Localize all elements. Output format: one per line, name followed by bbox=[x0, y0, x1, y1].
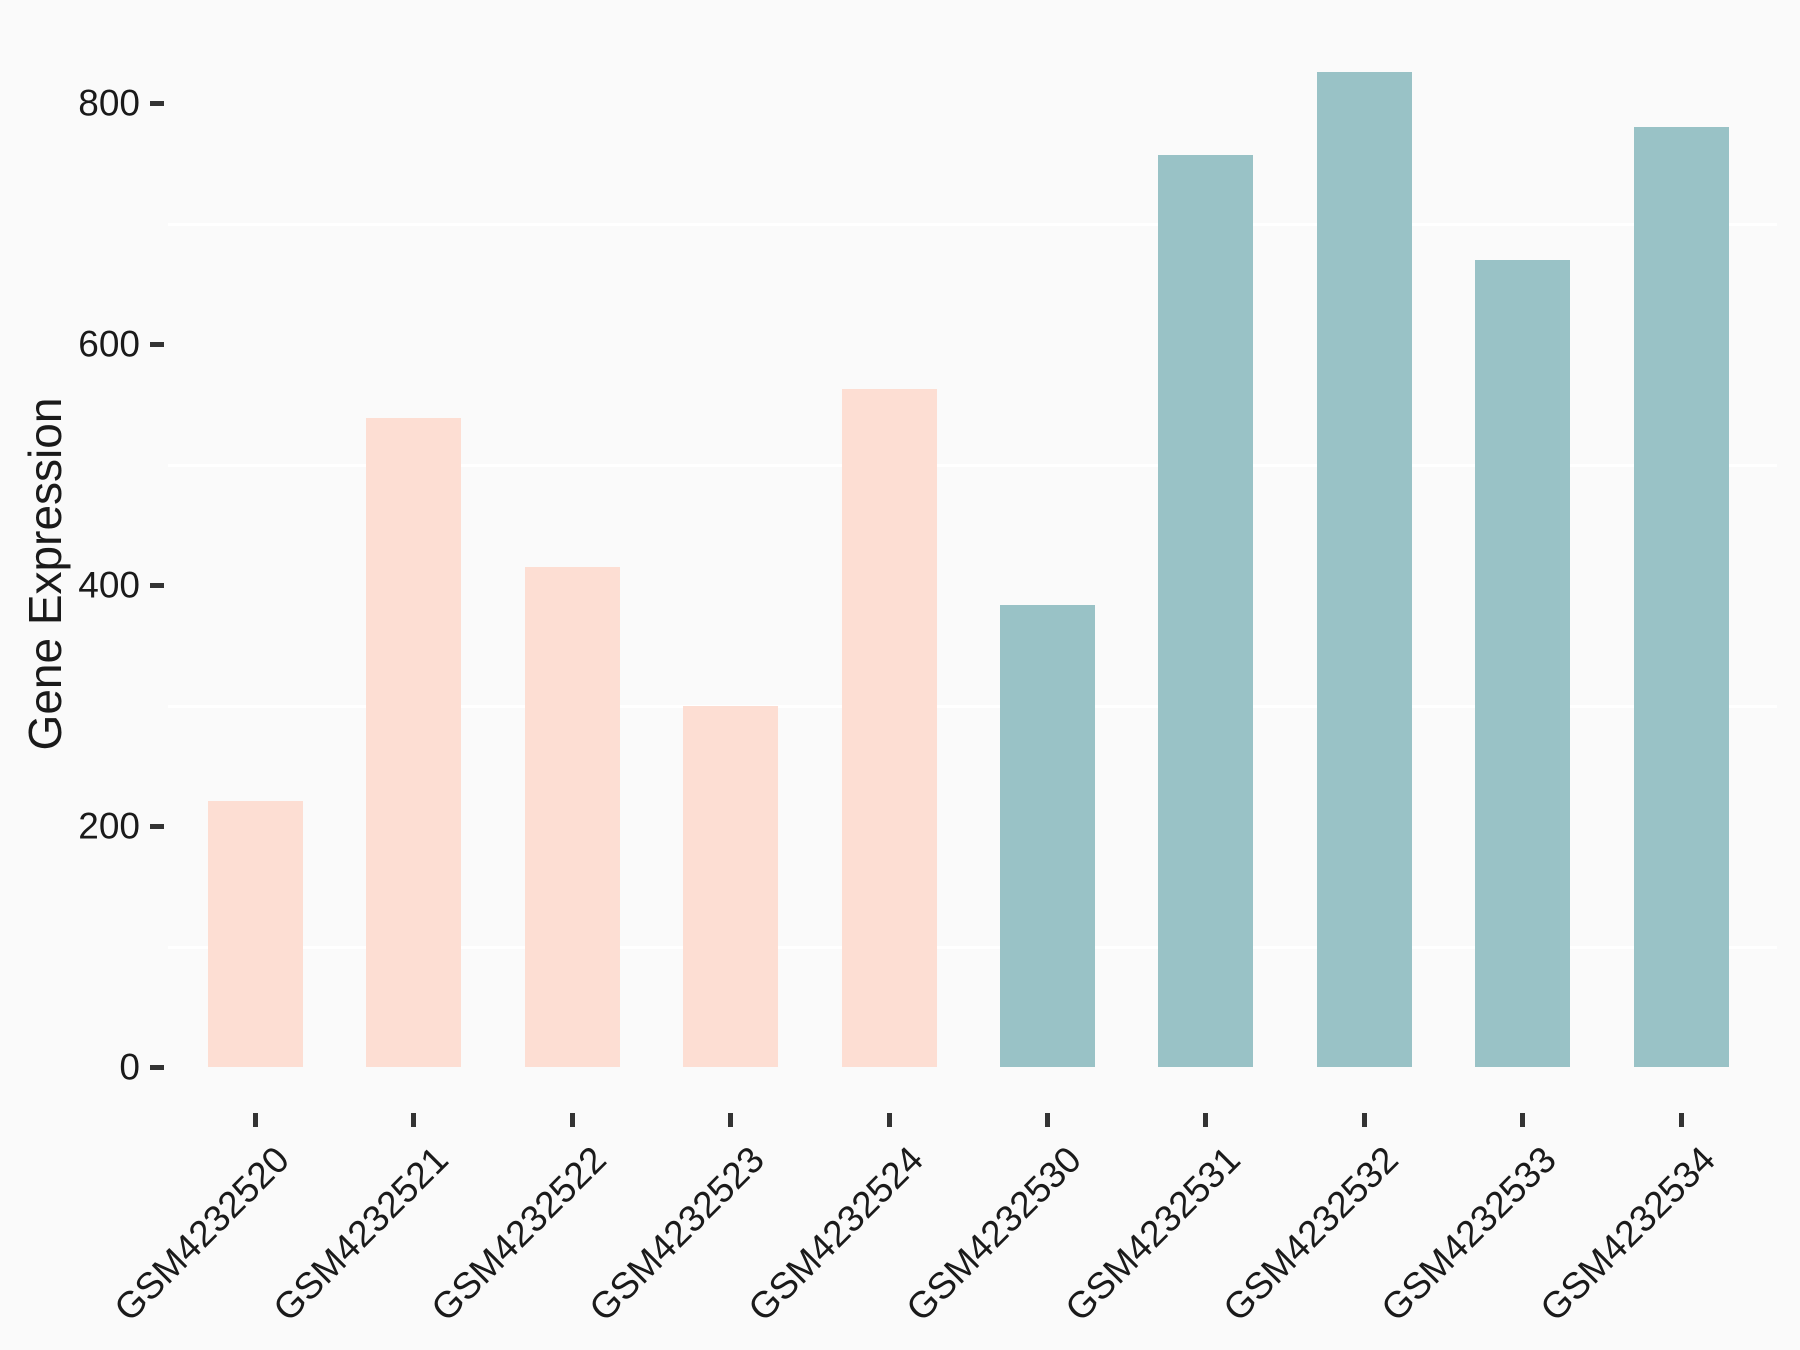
y-tick-label-400: 400 bbox=[78, 564, 140, 606]
y-tick-label-600: 600 bbox=[78, 323, 140, 365]
y-tick-label-800: 800 bbox=[78, 82, 140, 124]
bar-GSM4232534 bbox=[1633, 127, 1729, 1067]
y-tick-mark-800 bbox=[150, 100, 164, 106]
y-axis-title: Gene Expression bbox=[19, 397, 71, 751]
y-tick-mark-400 bbox=[150, 582, 164, 588]
x-tick-mark-GSM4232521 bbox=[411, 1113, 417, 1127]
x-tick-mark-GSM4232531 bbox=[1203, 1113, 1209, 1127]
bar-GSM4232524 bbox=[841, 388, 937, 1067]
y-tick-label-200: 200 bbox=[78, 805, 140, 847]
bar-GSM4232521 bbox=[366, 417, 462, 1067]
x-tick-mark-GSM4232520 bbox=[253, 1113, 258, 1127]
y-tick-mark-600 bbox=[150, 341, 164, 347]
x-tick-mark-GSM4232522 bbox=[569, 1113, 575, 1127]
x-tick-mark-GSM4232530 bbox=[1045, 1113, 1050, 1127]
bar-GSM4232520 bbox=[208, 800, 303, 1067]
bar-GSM4232530 bbox=[1000, 605, 1095, 1067]
y-tick-mark-0 bbox=[150, 1064, 164, 1070]
x-tick-mark-GSM4232523 bbox=[728, 1113, 734, 1127]
x-tick-mark-GSM4232532 bbox=[1361, 1113, 1367, 1127]
x-tick-mark-GSM4232534 bbox=[1678, 1113, 1684, 1127]
bar-GSM4232532 bbox=[1316, 71, 1412, 1067]
gridline-500 bbox=[168, 463, 1777, 467]
y-tick-mark-200 bbox=[150, 823, 164, 829]
y-tick-label-0: 0 bbox=[119, 1046, 140, 1088]
bar-GSM4232522 bbox=[524, 566, 620, 1067]
gridline-300 bbox=[168, 704, 1777, 708]
x-tick-mark-GSM4232524 bbox=[886, 1113, 892, 1127]
bar-GSM4232523 bbox=[683, 705, 779, 1067]
bar-GSM4232531 bbox=[1158, 154, 1254, 1067]
gridline-700 bbox=[168, 222, 1777, 226]
gridline-100 bbox=[168, 945, 1777, 949]
x-tick-mark-GSM4232533 bbox=[1520, 1113, 1526, 1127]
bar-GSM4232533 bbox=[1475, 259, 1571, 1067]
